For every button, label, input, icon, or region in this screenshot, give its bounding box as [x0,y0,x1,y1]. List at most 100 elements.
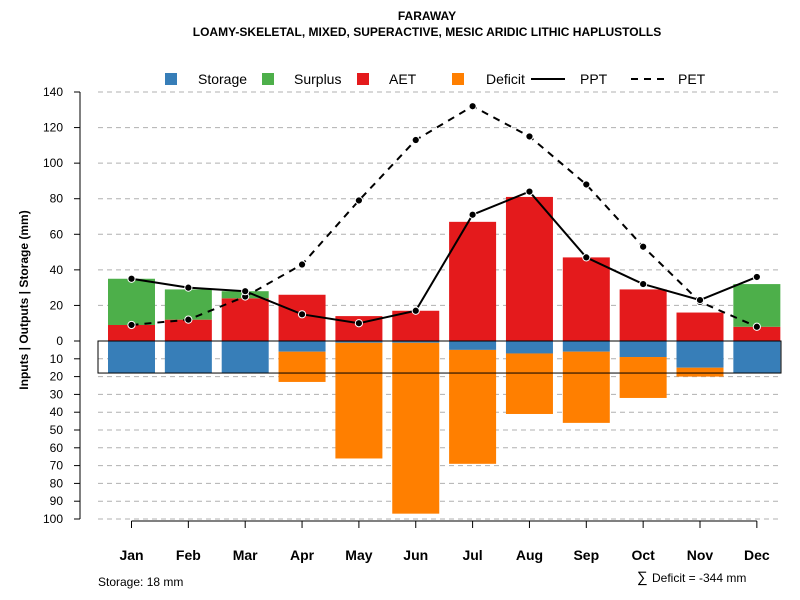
storage-bar [505,341,553,354]
ppt-line [131,190,758,325]
pet-line-point [297,260,307,269]
legend-label-aet: AET [389,71,417,87]
y-tick-label: 20 [50,370,64,384]
pet-line-point [354,196,363,205]
y-tick-label: 40 [50,405,64,419]
deficit-bar [335,342,383,459]
y-tick-label: 80 [50,476,64,490]
legend-swatch-storage [165,73,177,85]
y-tick-label: 10 [50,352,64,366]
storage-bar [676,341,724,368]
y-tick-label: 120 [43,121,63,135]
sum-icon: ∑ [637,569,648,586]
axes: 0 20 40 60 80 100 120 140 10 20 30 40 50 60 70 80 90 100 J… [43,85,770,563]
chart-title: FARAWAY [398,9,456,23]
y-tick-label: 140 [43,85,63,99]
aet-bar [733,326,781,341]
y-tick-label: 40 [50,263,64,277]
series-lines [127,102,761,331]
surplus-bar [164,289,212,320]
storage-bar [733,341,781,374]
x-tick-label: Oct [631,547,655,563]
legend-label-storage: Storage [198,71,247,87]
legend-label-ppt: PPT [580,71,608,87]
x-tick-label: May [345,547,372,563]
x-tick-label: Jan [119,547,143,563]
ppt-line-point [241,287,250,296]
pet-line [131,105,758,328]
pet-line-point [639,242,648,251]
aet-bar [392,310,440,341]
x-tick-label: Jun [403,547,428,563]
deficit-bar [278,351,326,382]
x-tick-label: Apr [290,547,315,563]
y-tick-label: 60 [50,441,64,455]
ppt-line-point [639,279,648,289]
legend-swatch-deficit [452,73,464,85]
ppt-line-point [468,210,477,219]
ppt-line-point [411,306,420,315]
y-tick-label: 30 [50,387,64,401]
deficit-bar [562,351,610,423]
aet-bar [562,257,610,341]
aet-bar [449,221,497,341]
x-tick-label: Nov [687,547,714,563]
ppt-line-point [297,310,307,319]
x-tick-label: Sep [573,547,599,563]
chart-legend: Storage Surplus AET Deficit PPT PET [165,71,706,87]
legend-label-pet: PET [678,71,706,87]
chart-subtitle: LOAMY-SKELETAL, MIXED, SUPERACTIVE, MESI… [193,25,661,39]
aet-bar [108,324,155,341]
storage-bar [449,341,497,350]
x-tick-label: Mar [233,547,258,563]
x-tick-label: Jul [462,547,482,563]
ppt-line-point [752,272,761,282]
storage-bar [392,341,440,343]
deficit-bar [392,342,440,514]
y-tick-label: 100 [43,512,63,526]
ppt-line-point [695,295,705,305]
storage-bar [108,341,155,374]
pet-line-point [411,135,420,145]
y-tick-label: 70 [50,459,64,473]
aet-bar [505,196,553,341]
storage-capacity-band [97,340,782,374]
ppt-line-point [184,283,193,292]
storage-bar [619,341,667,358]
bars [97,196,782,514]
gridlines [98,91,781,520]
surplus-bar [733,284,781,327]
pet-line-point [127,320,136,330]
pet-line-point [525,132,534,141]
aet-bar [619,289,667,341]
deficit-bar [676,367,724,377]
storage-bar [164,341,212,374]
y-tick-label: 80 [50,192,64,206]
ppt-line-point [582,253,591,262]
y-tick-label: 20 [50,298,64,312]
x-tick-label: Aug [516,547,543,563]
pet-line-point [582,180,591,189]
storage-bar [562,341,610,352]
y-tick-label: 60 [50,227,64,241]
storage-footnote: Storage: 18 mm [98,575,183,589]
legend-label-surplus: Surplus [294,71,341,87]
ppt-line-point [525,187,534,196]
ppt-line-point [127,274,136,283]
y-axis-label: Inputs | Outputs | Storage (mm) [17,210,31,389]
deficit-bar [449,349,497,464]
deficit-bar [505,353,553,414]
legend-swatch-aet [357,73,369,85]
legend-label-deficit: Deficit [486,71,525,87]
legend-swatch-surplus [262,73,274,85]
pet-line-point [184,315,193,324]
y-tick-label: 100 [43,156,63,170]
pet-line-point [752,322,761,331]
x-tick-label: Feb [176,547,201,563]
y-tick-label: 0 [56,334,63,348]
storage-bar [278,341,326,352]
surplus-bar [108,278,155,325]
y-tick-label: 50 [50,423,64,437]
aet-bar [221,298,269,341]
